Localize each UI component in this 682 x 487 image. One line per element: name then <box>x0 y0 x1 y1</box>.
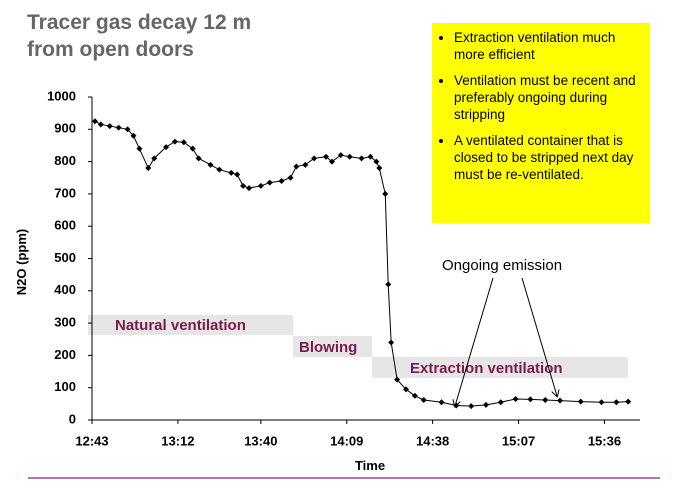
data-point <box>180 139 187 146</box>
y-tick-label: 800 <box>54 153 76 168</box>
data-point <box>577 398 584 405</box>
title-line: from open doors <box>27 38 194 61</box>
data-point <box>228 169 235 176</box>
data-point <box>257 182 264 189</box>
y-tick-label: 600 <box>54 218 76 233</box>
y-tick-label: 500 <box>54 250 76 265</box>
note-box: Extraction ventilation much more efficie… <box>432 23 650 223</box>
data-point <box>278 177 285 184</box>
data-point <box>311 155 318 162</box>
data-point <box>598 399 605 406</box>
data-point <box>527 396 534 403</box>
data-point <box>497 399 504 406</box>
y-tick-label: 0 <box>69 411 76 426</box>
data-point <box>234 171 241 178</box>
data-point <box>91 118 98 125</box>
data-point <box>293 163 300 170</box>
data-point <box>346 153 353 160</box>
data-point <box>367 153 374 160</box>
y-tick-label: 700 <box>54 185 76 200</box>
data-point <box>482 401 489 408</box>
data-point <box>189 145 196 152</box>
x-tick-label: 14:09 <box>330 433 363 448</box>
region-band <box>372 357 628 378</box>
arrow <box>521 277 557 396</box>
x-tick-label: 12:43 <box>75 433 108 448</box>
y-tick-label: 100 <box>54 379 76 394</box>
region-label: Natural ventilation <box>115 317 246 334</box>
data-point <box>287 174 294 181</box>
data-point <box>207 161 214 168</box>
y-tick-label: 1000 <box>47 88 76 103</box>
data-point <box>124 126 131 133</box>
data-point <box>266 179 273 186</box>
data-point <box>245 185 252 192</box>
note-item: A ventilated container that is closed to… <box>454 132 642 183</box>
region-label: Extraction ventilation <box>410 360 563 377</box>
data-point <box>115 124 122 131</box>
data-point <box>388 339 395 346</box>
x-tick-label: 14:38 <box>416 433 449 448</box>
region-band <box>88 315 293 335</box>
data-point <box>328 158 335 165</box>
note-list: Extraction ventilation much more efficie… <box>438 29 642 183</box>
data-point <box>151 155 158 162</box>
data-point <box>373 158 380 165</box>
data-point <box>557 397 564 404</box>
y-tick-label: 900 <box>54 121 76 136</box>
data-point <box>240 182 247 189</box>
data-point <box>216 166 223 173</box>
data-point <box>402 386 409 393</box>
y-tick-label: 400 <box>54 282 76 297</box>
data-point <box>302 161 309 168</box>
x-tick-label: 15:07 <box>502 433 535 448</box>
data-point <box>195 155 202 162</box>
y-axis-label: N2O (ppm) <box>14 229 29 295</box>
arrow <box>455 277 494 406</box>
data-point <box>163 144 170 151</box>
data-point <box>130 132 137 139</box>
data-point <box>453 402 460 409</box>
data-point <box>97 121 104 128</box>
y-tick-label: 200 <box>54 347 76 362</box>
data-point <box>323 153 330 160</box>
data-point <box>394 376 401 383</box>
data-point <box>625 398 632 405</box>
data-point <box>337 152 344 159</box>
data-point <box>385 281 392 288</box>
data-point <box>145 165 152 172</box>
data-point <box>358 155 365 162</box>
data-point <box>420 396 427 403</box>
data-point <box>542 396 549 403</box>
data-point <box>171 138 178 145</box>
y-tick-label: 300 <box>54 315 76 330</box>
data-point <box>136 145 143 152</box>
data-point <box>468 403 475 410</box>
note-item: Ventilation must be recent and preferabl… <box>454 72 642 123</box>
note-item: Extraction ventilation much more efficie… <box>454 29 642 63</box>
x-axis-label: Time <box>355 458 385 473</box>
region-band <box>293 336 372 357</box>
data-point <box>106 123 113 130</box>
data-point <box>376 165 383 172</box>
x-tick-label: 13:12 <box>161 433 194 448</box>
x-tick-label: 13:40 <box>244 433 277 448</box>
region-label: Blowing <box>299 339 357 356</box>
data-point <box>613 399 620 406</box>
data-point <box>382 190 389 197</box>
x-tick-label: 15:36 <box>588 433 621 448</box>
data-point <box>512 396 519 403</box>
emission-label: Ongoing emission <box>442 257 562 274</box>
title-line: Tracer gas decay 12 m <box>27 11 251 34</box>
data-point <box>411 392 418 399</box>
data-point <box>438 399 445 406</box>
